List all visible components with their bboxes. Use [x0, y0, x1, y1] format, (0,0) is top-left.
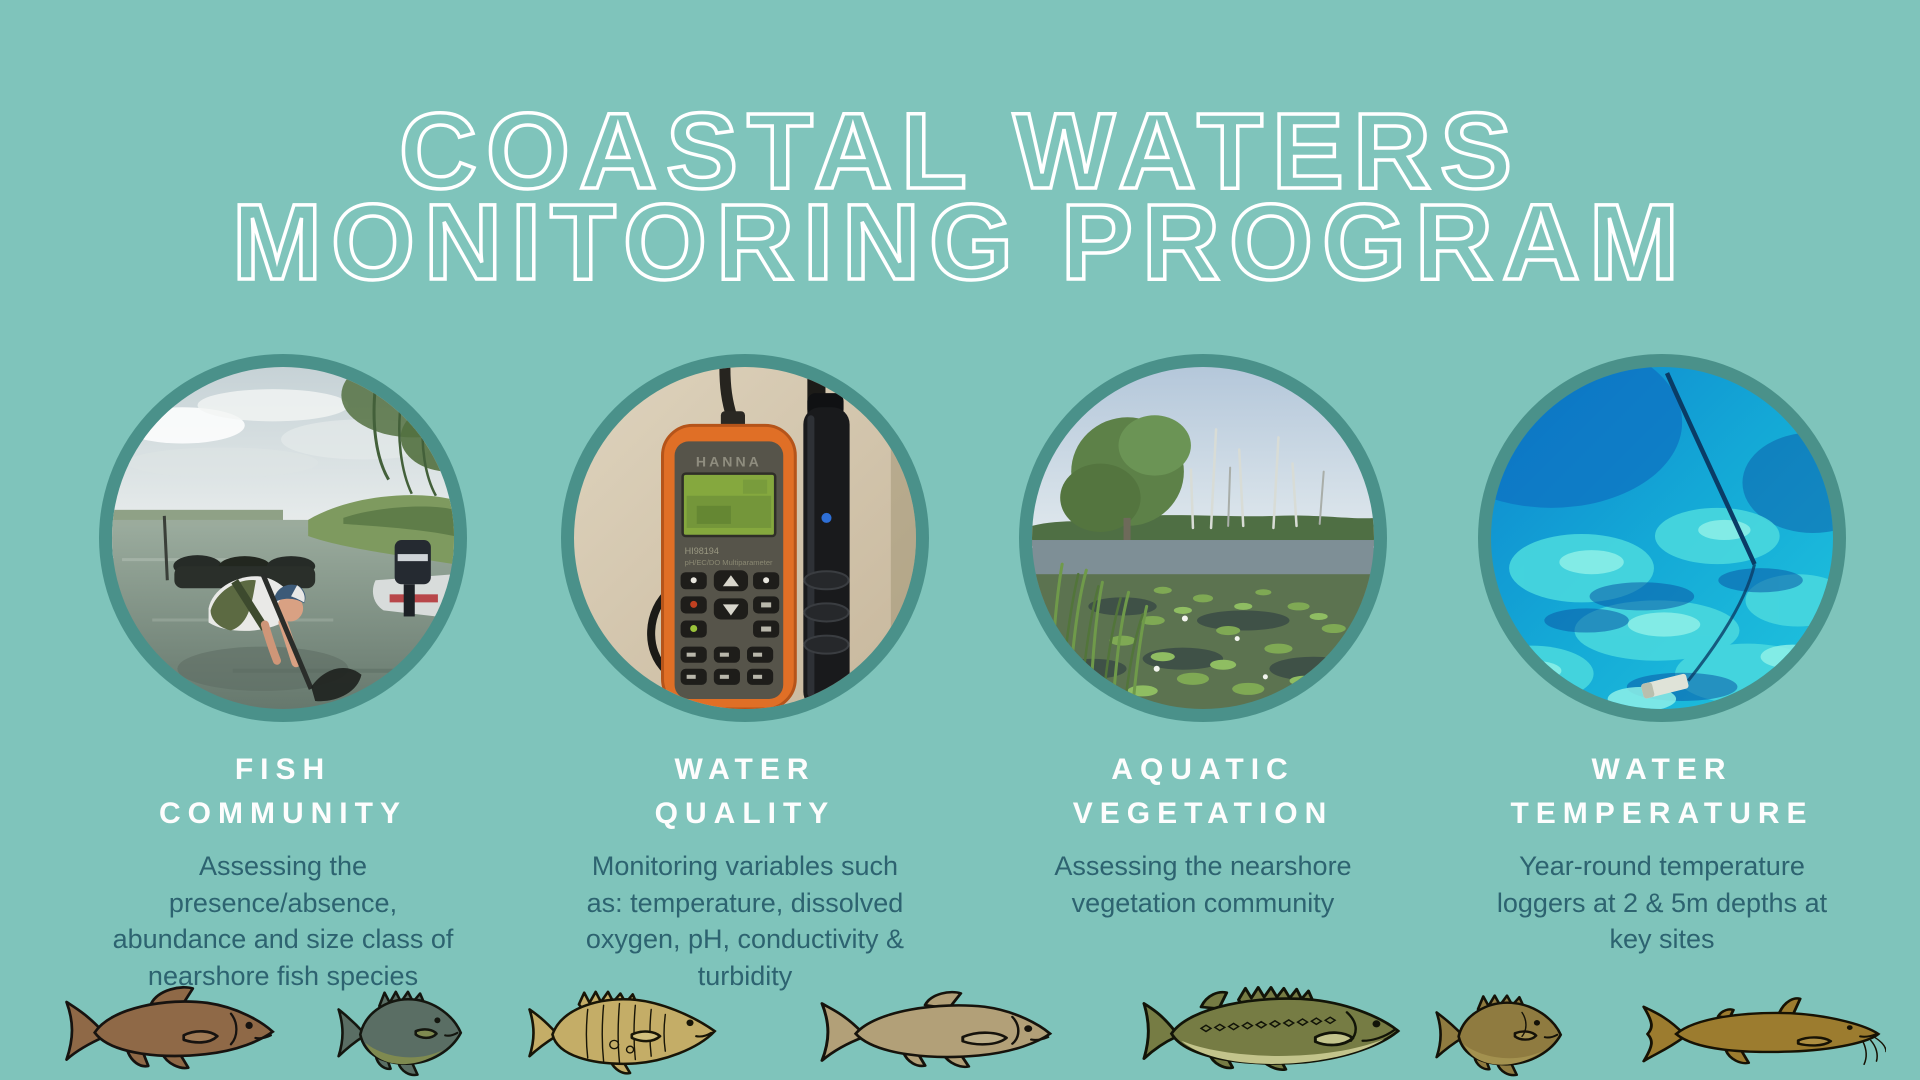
card-description: Monitoring variables such as: temperatur…: [585, 851, 905, 992]
fish-illustration-sucker: [65, 985, 275, 1070]
fish-illustration-catfish: [1642, 997, 1886, 1066]
svg-text:HANNA: HANNA: [696, 454, 762, 470]
fish-community-photo: [112, 367, 454, 709]
fish-illustration-brown-sunfish: [1435, 994, 1563, 1077]
card-water-temperature: WATER TEMPERATURE Year-round temperature…: [1432, 354, 1892, 958]
photo-ring: [99, 354, 467, 722]
card-title: WATER TEMPERATURE: [1510, 753, 1814, 830]
card-description: Assessing the nearshore vegetation commu…: [1054, 851, 1352, 918]
water-quality-photo: HANNA HI98194 pH/EC/DO Multiparameter: [574, 367, 916, 709]
card-description: Assessing the presence/absence, abundanc…: [112, 851, 454, 992]
fish-illustration-dark-sunfish: [337, 990, 463, 1077]
water-temperature-photo: [1491, 367, 1833, 709]
card-description: Year-round temperature loggers at 2 & 5m…: [1496, 851, 1828, 955]
fish-illustration-minnow: [820, 990, 1053, 1069]
svg-text:pH/EC/DO Multiparameter: pH/EC/DO Multiparameter: [685, 558, 773, 567]
fish-illustration-rock-bass: [528, 990, 717, 1075]
card-title: WATER QUALITY: [654, 753, 836, 830]
photo-ring: [1478, 354, 1846, 722]
photo-ring: [1019, 354, 1387, 722]
photo-ring: HANNA HI98194 pH/EC/DO Multiparameter: [561, 354, 929, 722]
card-fish-community: FISH COMMUNITY Assessing the presence/ab…: [53, 354, 513, 995]
svg-text:HI98194: HI98194: [685, 546, 719, 556]
card-title: FISH COMMUNITY: [159, 753, 407, 830]
title-line-2: MONITORING PROGRAM: [230, 181, 1688, 303]
title-line-1: COASTAL WATERS: [397, 90, 1521, 212]
card-aquatic-vegetation: AQUATIC VEGETATION Assessing the nearsho…: [973, 354, 1433, 921]
fish-illustration-largemouth-bass: [1142, 986, 1401, 1071]
card-water-quality: HANNA HI98194 pH/EC/DO Multiparameter: [515, 354, 975, 995]
aquatic-vegetation-photo: [1032, 367, 1374, 709]
page-title: COASTAL WATERS MONITORING PROGRAM: [0, 90, 1920, 303]
card-title: AQUATIC VEGETATION: [1072, 753, 1334, 830]
